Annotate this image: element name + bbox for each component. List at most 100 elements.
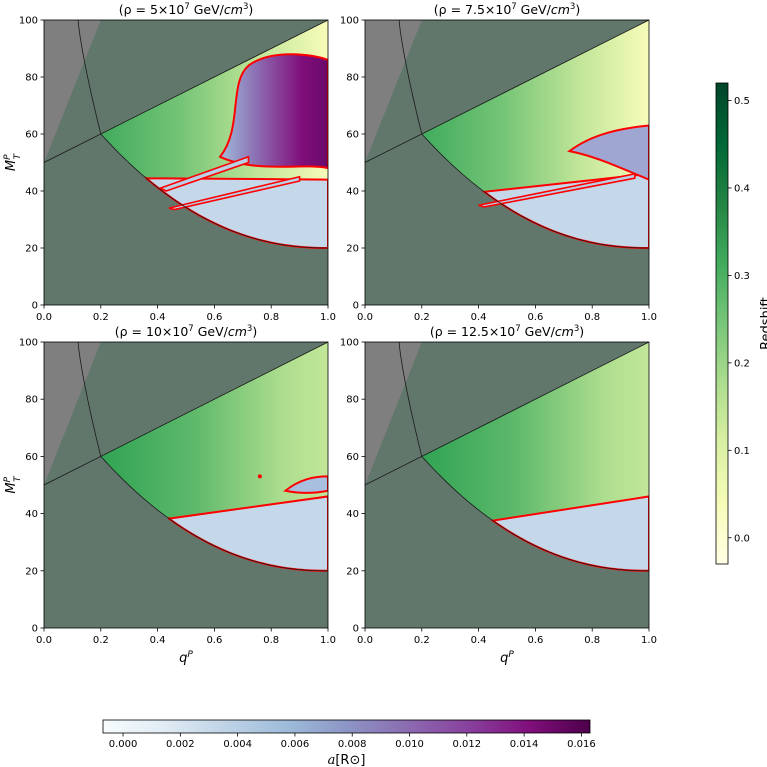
colorbar-tick-label: 0.5 [734,96,750,107]
x-tick-label: 1.0 [641,635,657,646]
x-tick-label: 0.4 [150,312,166,323]
lower-boundary-curve [100,456,328,572]
x-tick-label: 0.8 [263,635,279,646]
left-boundary-curve [77,20,102,135]
colorbar-tick-label: 0.000 [109,739,138,750]
x-tick-label: 0.0 [357,312,373,323]
radius-streak [168,175,301,211]
axes-frame [43,341,329,629]
radius-blob [283,475,328,494]
x-tick-label: 1.0 [320,312,336,323]
x-tick-label: 0.8 [263,312,279,323]
x-tick-label: 0.2 [93,312,109,323]
x-tick-label: 0.8 [584,635,600,646]
panels: 0.0 0.2 0.4 0.6 0.8 1.0 0 20 40 60 80 100 (ρ = 5×107… [3,2,657,666]
x-tick-label: 0.4 [471,312,487,323]
upper-boundary-line [44,20,328,163]
x-tick-label: 0.6 [206,635,222,646]
lower-boundary-curve [421,456,649,572]
upper-boundary-line [365,20,649,163]
x-tick-label: 0.0 [36,312,52,323]
colorbar-tick-label: 0.008 [338,739,367,750]
plot-area [365,20,649,305]
colorbar-tick-label: 0.004 [223,739,252,750]
panel-title: (ρ = 7.5×107 GeV/cm3) [434,2,580,17]
axes-frame [364,341,650,629]
x-tick-label: 0.2 [93,635,109,646]
y-tick-label: 100 [340,338,359,349]
radius-colorbar [102,719,591,734]
panel-title: (ρ = 10×107 GeV/cm3) [115,324,257,339]
radius-colorbar-label: a[R⊙] [328,753,366,767]
y-tick-label: 100 [19,16,38,27]
colorbar-tick-label: 0.002 [166,739,195,750]
colorbar-tick-label: 0.016 [567,739,596,750]
y-tick-label: 0 [353,301,359,312]
y-tick-label: 80 [346,73,359,84]
lower-boundary-curve [100,133,328,249]
colorbar-tick-label: 0.012 [452,739,481,750]
colorbar-tick-label: 0.2 [734,358,750,369]
overlap-region [44,20,101,163]
x-axis-label: qP [179,650,193,666]
y-tick-label: 20 [25,566,38,577]
y-tick-label: 80 [346,395,359,406]
y-tick-label: 80 [25,395,38,406]
x-tick-label: 0.4 [471,635,487,646]
colorbar-tick-label: 0.0 [734,533,750,544]
plot-area [44,342,328,628]
y-axis-label: MPT [3,152,23,171]
y-tick-label: 60 [346,452,359,463]
radius-dot [257,474,262,479]
x-axis-label: qP [500,650,514,666]
y-tick-label: 0 [353,624,359,635]
overlap-region [44,342,101,485]
panel-title: (ρ = 12.5×107 GeV/cm3) [430,324,584,339]
panel-1: 0.0 0.2 0.4 0.6 0.8 1.0 0 20 40 60 80 100 (ρ = 5×107… [3,2,336,323]
x-tick-label: 1.0 [320,635,336,646]
left-boundary-curve [398,20,423,135]
y-tick-label: 40 [25,509,38,520]
colorbar-tick-label: 0.1 [734,446,750,457]
colorbar-tick-label: 0.006 [281,739,310,750]
y-tick-label: 100 [19,338,38,349]
panel-2: 0.0 0.2 0.4 0.6 0.8 1.0 0 20 40 60 80 100 (ρ = 7.5×1… [340,2,657,323]
colorbar-tick-label: 0.3 [734,271,750,282]
y-tick-label: 40 [346,509,359,520]
radius-blob [567,124,649,181]
panel-3: 0.0 0.2 0.4 0.6 0.8 1.0 0 20 40 60 80 100 (ρ = 10×10… [3,324,336,666]
x-tick-label: 0.6 [206,312,222,323]
y-tick-label: 60 [25,452,38,463]
overlap-region [365,20,422,163]
y-tick-label: 20 [25,244,38,255]
y-tick-label: 100 [340,16,359,27]
x-tick-label: 0.6 [527,312,543,323]
redshift-colorbar [715,82,729,565]
y-tick-label: 0 [32,624,38,635]
panel-4: 0.0 0.2 0.4 0.6 0.8 1.0 0 20 40 60 80 100 (ρ = 12.5×… [340,324,657,666]
x-tick-label: 1.0 [641,312,657,323]
y-tick-label: 80 [25,73,38,84]
overlap-region [365,342,422,485]
x-tick-label: 0.2 [414,312,430,323]
y-tick-label: 60 [346,130,359,141]
plot-area [365,342,649,628]
y-tick-label: 20 [346,244,359,255]
x-tick-label: 0.0 [357,635,373,646]
x-tick-label: 0.0 [36,635,52,646]
axes-frame [364,19,650,306]
panel-title: (ρ = 5×107 GeV/cm3) [119,2,254,17]
x-tick-label: 0.2 [414,635,430,646]
radius-blob [218,53,328,170]
radius-streak [158,155,250,192]
colorbar-tick-label: 0.014 [510,739,539,750]
y-tick-label: 0 [32,301,38,312]
lower-boundary-curve [421,133,649,249]
upper-boundary-line [365,342,649,486]
x-tick-label: 0.8 [584,312,600,323]
colorbar-tick-label: 0.4 [734,183,750,194]
x-tick-label: 0.6 [527,635,543,646]
y-tick-label: 40 [25,187,38,198]
